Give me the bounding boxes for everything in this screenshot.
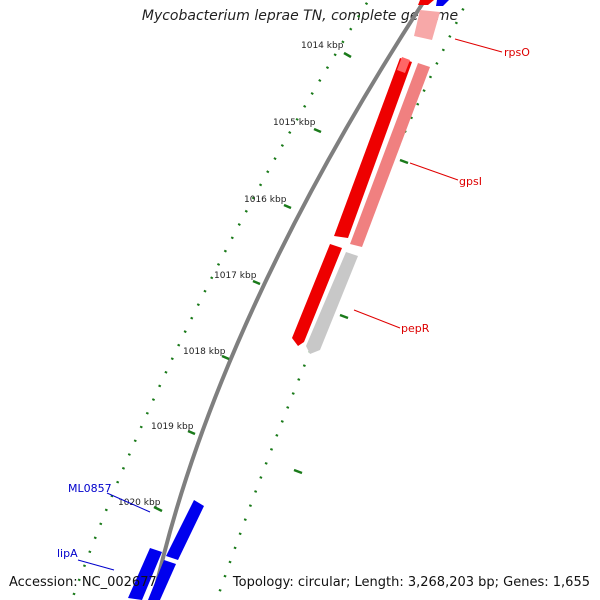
gene-features-blue — [128, 0, 449, 600]
gene-feature[interactable] — [128, 548, 162, 600]
major-ticks — [153, 51, 409, 513]
gene-feature[interactable] — [350, 63, 430, 247]
gene-labels: rpsO gpsI pepR ML0857 lipA — [57, 46, 530, 560]
gene-features-red — [292, 0, 434, 346]
gene-label-ml0857[interactable]: ML0857 — [68, 482, 112, 495]
gene-feature[interactable] — [306, 252, 358, 354]
gene-feature[interactable] — [418, 0, 434, 5]
leader-lines-red — [353, 38, 503, 329]
gene-feature[interactable] — [334, 58, 412, 238]
tick-label: 1020 kbp — [118, 498, 161, 508]
gene-feature[interactable] — [148, 560, 176, 600]
gene-feature[interactable] — [166, 500, 204, 560]
tick-label: 1018 kbp — [183, 347, 226, 357]
gene-feature[interactable] — [436, 0, 449, 6]
backbone-ring — [151, 0, 428, 600]
gene-label-rpso[interactable]: rpsO — [504, 46, 530, 59]
tick-label: 1015 kbp — [273, 118, 316, 128]
gene-feature-highlight — [397, 57, 410, 73]
tick-label: 1017 kbp — [214, 271, 257, 281]
gene-feature[interactable] — [414, 10, 440, 40]
gene-label-pepr[interactable]: pepR — [401, 322, 430, 335]
tick-label: 1014 kbp — [301, 41, 344, 51]
tick-labels: 1014 kbp 1015 kbp 1016 kbp 1017 kbp 1018… — [118, 41, 344, 508]
leader-lines-blue — [77, 492, 151, 571]
tick-ring-inner — [215, 0, 469, 600]
gene-label-gpsi[interactable]: gpsI — [459, 175, 482, 188]
accession-label: Accession: NC_002677 — [9, 575, 157, 590]
gene-label-lipa[interactable]: lipA — [57, 547, 78, 560]
genome-title: Mycobacterium leprae TN, complete genome — [141, 8, 459, 24]
gene-features-pink — [306, 10, 440, 354]
topology-label: Topology: circular; Length: 3,268,203 bp… — [232, 575, 590, 590]
tick-label: 1019 kbp — [151, 422, 194, 432]
tick-label: 1016 kbp — [244, 195, 287, 205]
gene-feature[interactable] — [292, 244, 342, 346]
